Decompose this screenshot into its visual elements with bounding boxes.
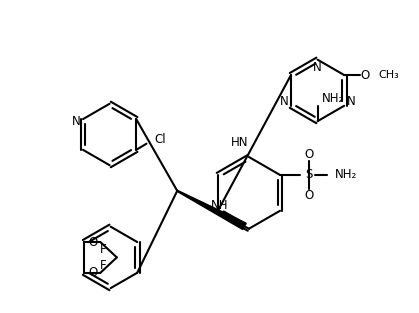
Text: O: O	[304, 148, 313, 161]
Text: N: N	[280, 95, 289, 108]
Text: O: O	[304, 189, 313, 202]
Text: F: F	[100, 243, 106, 256]
Text: Cl: Cl	[155, 133, 166, 146]
Text: NH₂: NH₂	[335, 168, 357, 182]
Polygon shape	[177, 190, 246, 229]
Text: NH: NH	[210, 199, 228, 212]
Text: NH₂: NH₂	[322, 92, 344, 105]
Text: S: S	[305, 168, 313, 182]
Text: HN: HN	[231, 136, 249, 149]
Text: F: F	[100, 259, 106, 272]
Text: O: O	[88, 266, 97, 279]
Text: O: O	[88, 236, 97, 249]
Text: CH₃: CH₃	[378, 70, 399, 80]
Text: N: N	[72, 115, 80, 128]
Text: O: O	[360, 69, 369, 82]
Text: N: N	[313, 61, 322, 74]
Text: N: N	[347, 95, 355, 108]
